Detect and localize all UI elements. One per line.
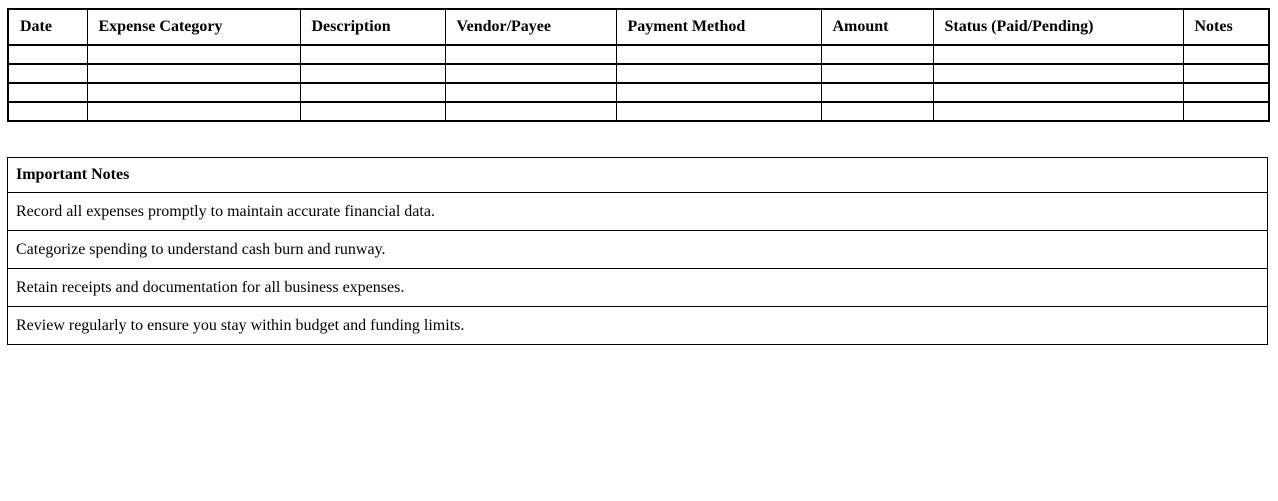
empty-cell-vendor-payee[interactable] [444, 101, 617, 122]
empty-cell-status[interactable] [932, 101, 1184, 122]
empty-cell-description[interactable] [299, 63, 446, 84]
empty-cell-description[interactable] [299, 101, 446, 122]
empty-cell-vendor-payee[interactable] [444, 44, 617, 65]
column-header-payment-method: Payment Method [615, 8, 822, 46]
empty-cell-payment-method[interactable] [615, 44, 822, 65]
header-row: Date Expense Category Description Vendor… [7, 8, 1270, 46]
column-header-amount: Amount [820, 8, 934, 46]
column-header-status: Status (Paid/Pending) [932, 8, 1184, 46]
empty-cell-date[interactable] [7, 63, 88, 84]
table-row [7, 82, 1270, 103]
empty-cell-notes[interactable] [1182, 82, 1270, 103]
empty-cell-status[interactable] [932, 44, 1184, 65]
empty-cell-status[interactable] [932, 82, 1184, 103]
empty-cell-vendor-payee[interactable] [444, 63, 617, 84]
empty-cell-expense-category[interactable] [86, 63, 301, 84]
empty-cell-date[interactable] [7, 101, 88, 122]
empty-cell-expense-category[interactable] [86, 101, 301, 122]
note-item: Review regularly to ensure you stay with… [7, 306, 1268, 345]
table-row [7, 101, 1270, 122]
empty-cell-date[interactable] [7, 82, 88, 103]
table-row [7, 63, 1270, 84]
column-header-expense-category: Expense Category [86, 8, 301, 46]
empty-cell-description[interactable] [299, 82, 446, 103]
empty-cell-notes[interactable] [1182, 44, 1270, 65]
empty-cell-description[interactable] [299, 44, 446, 65]
empty-cell-notes[interactable] [1182, 101, 1270, 122]
empty-cell-notes[interactable] [1182, 63, 1270, 84]
empty-cell-payment-method[interactable] [615, 63, 822, 84]
note-item: Categorize spending to understand cash b… [7, 230, 1268, 269]
column-header-vendor-payee: Vendor/Payee [444, 8, 617, 46]
empty-cell-expense-category[interactable] [86, 44, 301, 65]
column-header-notes: Notes [1182, 8, 1270, 46]
empty-cell-amount[interactable] [820, 82, 934, 103]
important-notes-table: Important Notes Record all expenses prom… [7, 157, 1268, 345]
empty-cell-expense-category[interactable] [86, 82, 301, 103]
note-row: Retain receipts and documentation for al… [7, 268, 1268, 307]
notes-title: Important Notes [7, 157, 1268, 193]
empty-cell-payment-method[interactable] [615, 82, 822, 103]
table-row [7, 44, 1270, 65]
empty-cell-payment-method[interactable] [615, 101, 822, 122]
empty-cell-date[interactable] [7, 44, 88, 65]
empty-cell-amount[interactable] [820, 63, 934, 84]
note-row: Review regularly to ensure you stay with… [7, 306, 1268, 345]
column-header-description: Description [299, 8, 446, 46]
notes-header-row: Important Notes [7, 157, 1268, 193]
empty-cell-status[interactable] [932, 63, 1184, 84]
column-header-date: Date [7, 8, 88, 46]
empty-cell-amount[interactable] [820, 101, 934, 122]
empty-cell-vendor-payee[interactable] [444, 82, 617, 103]
note-row: Record all expenses promptly to maintain… [7, 192, 1268, 231]
note-item: Record all expenses promptly to maintain… [7, 192, 1268, 231]
empty-cell-amount[interactable] [820, 44, 934, 65]
expense-tracker-table: Date Expense Category Description Vendor… [7, 8, 1270, 122]
note-item: Retain receipts and documentation for al… [7, 268, 1268, 307]
note-row: Categorize spending to understand cash b… [7, 230, 1268, 269]
